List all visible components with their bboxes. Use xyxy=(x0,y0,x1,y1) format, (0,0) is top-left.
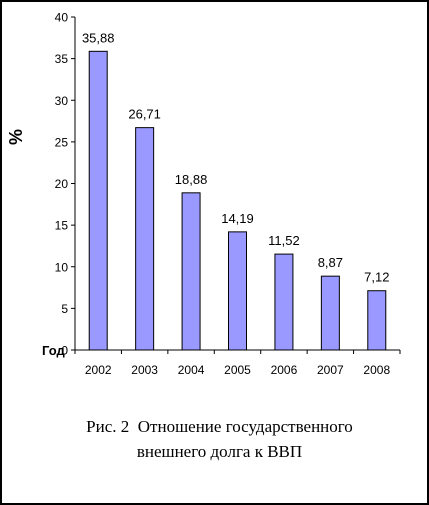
bar-2005 xyxy=(228,231,247,351)
data-label: 18,88 xyxy=(175,172,208,187)
x-tick-label: 2007 xyxy=(317,363,344,377)
data-label: 14,19 xyxy=(221,211,254,226)
bar-2002 xyxy=(88,50,108,351)
bar-2004 xyxy=(181,192,201,351)
y-tick-label: 25 xyxy=(55,135,69,149)
y-tick-label: 5 xyxy=(61,302,68,316)
bar-2003 xyxy=(135,127,155,351)
bar-2006 xyxy=(274,253,294,351)
caption-line-1: Рис. 2 Отношение государственного xyxy=(86,417,353,436)
data-label: 7,12 xyxy=(364,270,389,285)
y-tick-label: 30 xyxy=(55,94,69,108)
y-tick-label: 35 xyxy=(55,52,69,66)
x-tick-label: 2003 xyxy=(131,363,158,377)
x-tick-label: 2005 xyxy=(224,363,251,377)
y-tick-label: 40 xyxy=(55,11,69,25)
y-axis-title: % xyxy=(6,129,26,145)
bar-2008 xyxy=(367,290,387,351)
y-tick-label: 20 xyxy=(55,177,69,191)
data-label: 26,71 xyxy=(128,107,161,122)
x-tick-label: 2004 xyxy=(178,363,205,377)
caption-line-2: внешнего долга к ВВП xyxy=(136,442,303,461)
bar-2007 xyxy=(320,275,340,351)
y-tick-label: 0 xyxy=(61,344,68,358)
x-tick-label: 2002 xyxy=(85,363,112,377)
data-label: 8,87 xyxy=(318,255,343,270)
data-label: 35,88 xyxy=(82,30,115,45)
x-axis-title: Год xyxy=(42,343,65,358)
x-tick-label: 2008 xyxy=(363,363,390,377)
y-tick-label: 10 xyxy=(55,260,69,274)
x-tick-label: 2006 xyxy=(271,363,298,377)
data-label: 11,52 xyxy=(268,233,300,248)
y-tick-label: 15 xyxy=(55,219,69,233)
